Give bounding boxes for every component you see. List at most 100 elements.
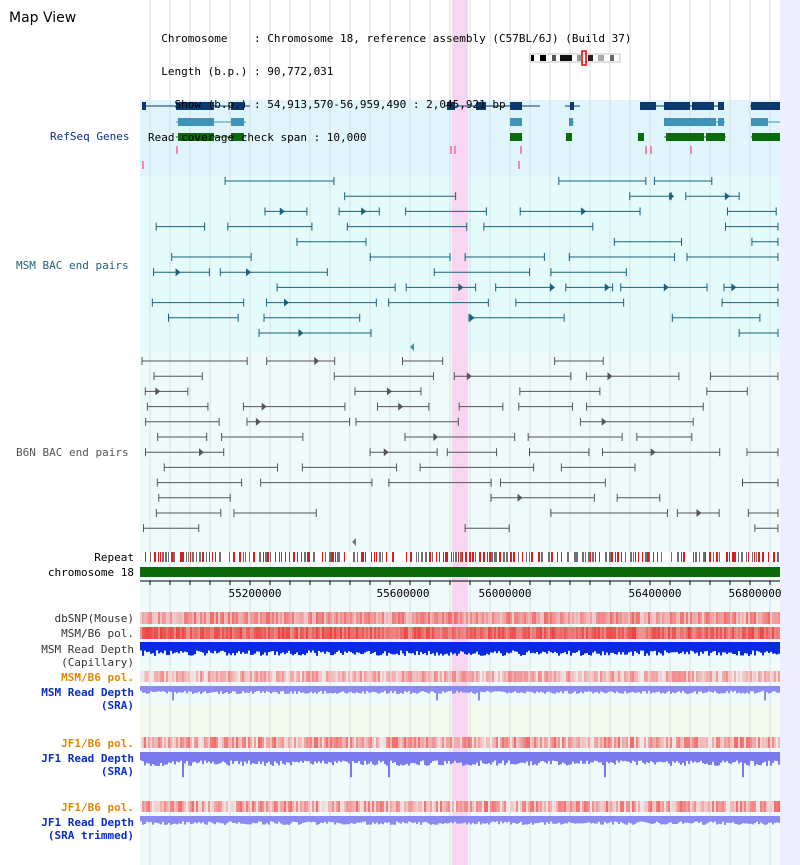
heat-cell: [368, 801, 370, 812]
heat-cell: [610, 801, 612, 812]
depth-bar: [762, 752, 764, 763]
depth-bar: [726, 816, 728, 823]
depth-bar: [268, 816, 270, 825]
depth-bar: [320, 686, 322, 691]
heat-cell: [738, 737, 740, 748]
depth-bar: [178, 752, 180, 763]
depth-bar: [678, 642, 680, 654]
depth-bar: [636, 642, 638, 653]
heat-cell: [342, 627, 344, 639]
msm-bac-pair-arrow: [550, 283, 556, 292]
depth-bar: [220, 752, 222, 763]
heat-cell: [484, 737, 486, 748]
depth-bar: [290, 816, 292, 824]
heat-cell: [578, 737, 580, 748]
heat-cell: [708, 737, 710, 748]
heat-cell: [656, 671, 658, 682]
heat-cell: [456, 612, 458, 624]
depth-bar: [256, 816, 258, 824]
heat-cell: [352, 737, 354, 748]
heat-cell: [382, 612, 384, 624]
heat-cell: [198, 671, 200, 682]
depth-bar: [478, 686, 480, 701]
depth-bar: [680, 752, 682, 765]
depth-bar: [612, 686, 614, 693]
heat-cell: [252, 737, 254, 748]
depth-bar: [244, 642, 246, 654]
heat-cell: [726, 627, 728, 639]
jf1-depth-sra-sub: (SRA): [100, 765, 134, 778]
heat-cell: [420, 737, 422, 748]
msm-bac-track[interactable]: [151, 177, 779, 351]
heat-cell: [620, 627, 622, 639]
depth-bar: [736, 752, 738, 761]
depth-bar: [164, 642, 166, 651]
heat-cell: [168, 737, 170, 748]
heat-cell: [264, 627, 266, 639]
b6n-bac-track[interactable]: [141, 357, 779, 546]
heat-cell: [436, 627, 438, 639]
depth-bar: [544, 642, 546, 653]
heat-cell: [246, 737, 248, 748]
heat-cell: [282, 737, 284, 748]
repeat-mark: [756, 552, 757, 562]
repeat-mark: [361, 552, 363, 562]
heat-cell: [630, 801, 632, 812]
heat-cell: [412, 671, 414, 682]
refseq-genes-label[interactable]: RefSeq Genes: [50, 130, 130, 143]
heat-cell: [286, 612, 288, 624]
depth-bar: [580, 752, 582, 761]
repeat-mark: [752, 552, 753, 562]
heat-cell: [504, 737, 506, 748]
heat-cell: [382, 737, 384, 748]
heat-cell: [626, 737, 628, 748]
depth-bar: [272, 816, 274, 822]
msm-bac-pair-arrow: [246, 268, 252, 277]
depth-bar: [244, 686, 246, 693]
heat-cell: [322, 671, 324, 682]
heat-cell: [190, 627, 192, 639]
depth-bar: [174, 642, 176, 653]
msm-bac-label[interactable]: MSM BAC end pairs: [16, 259, 129, 272]
heat-cell: [742, 612, 744, 624]
depth-bar: [716, 642, 718, 656]
depth-bar: [410, 752, 412, 764]
heat-cell: [760, 627, 762, 639]
heat-cell: [480, 737, 482, 748]
depth-bar: [770, 686, 772, 693]
depth-bar: [602, 642, 604, 652]
depth-bar: [660, 752, 662, 762]
b6n-bac-label[interactable]: B6N BAC end pairs: [16, 446, 129, 459]
heat-cell: [450, 801, 452, 812]
heat-cell: [648, 801, 650, 812]
heat-cell: [738, 627, 740, 639]
heat-cell: [504, 801, 506, 812]
depth-bar: [774, 686, 776, 692]
refseq-genes-track[interactable]: [142, 102, 780, 169]
gene-marker: [520, 146, 522, 154]
heat-cell: [656, 612, 658, 624]
depth-bar: [152, 816, 154, 825]
depth-bar: [630, 686, 632, 693]
heat-cell: [332, 612, 334, 624]
heat-cell: [616, 737, 618, 748]
repeat-mark: [635, 552, 636, 562]
depth-bar: [368, 686, 370, 693]
chromosome-ideogram[interactable]: [529, 50, 621, 66]
repeat-mark: [693, 552, 694, 562]
depth-bar: [428, 752, 430, 766]
depth-bar: [172, 642, 174, 654]
depth-bar: [534, 816, 536, 824]
depth-bar: [652, 816, 654, 824]
heat-cell: [172, 801, 174, 812]
depth-bar: [692, 816, 694, 824]
depth-bar: [664, 642, 666, 651]
heat-cell: [354, 627, 356, 639]
repeat-mark: [371, 552, 372, 562]
heat-cell: [182, 627, 184, 639]
heat-cell: [228, 801, 230, 812]
depth-bar: [682, 752, 684, 763]
depth-bar: [666, 686, 668, 693]
depth-bar: [256, 686, 258, 692]
